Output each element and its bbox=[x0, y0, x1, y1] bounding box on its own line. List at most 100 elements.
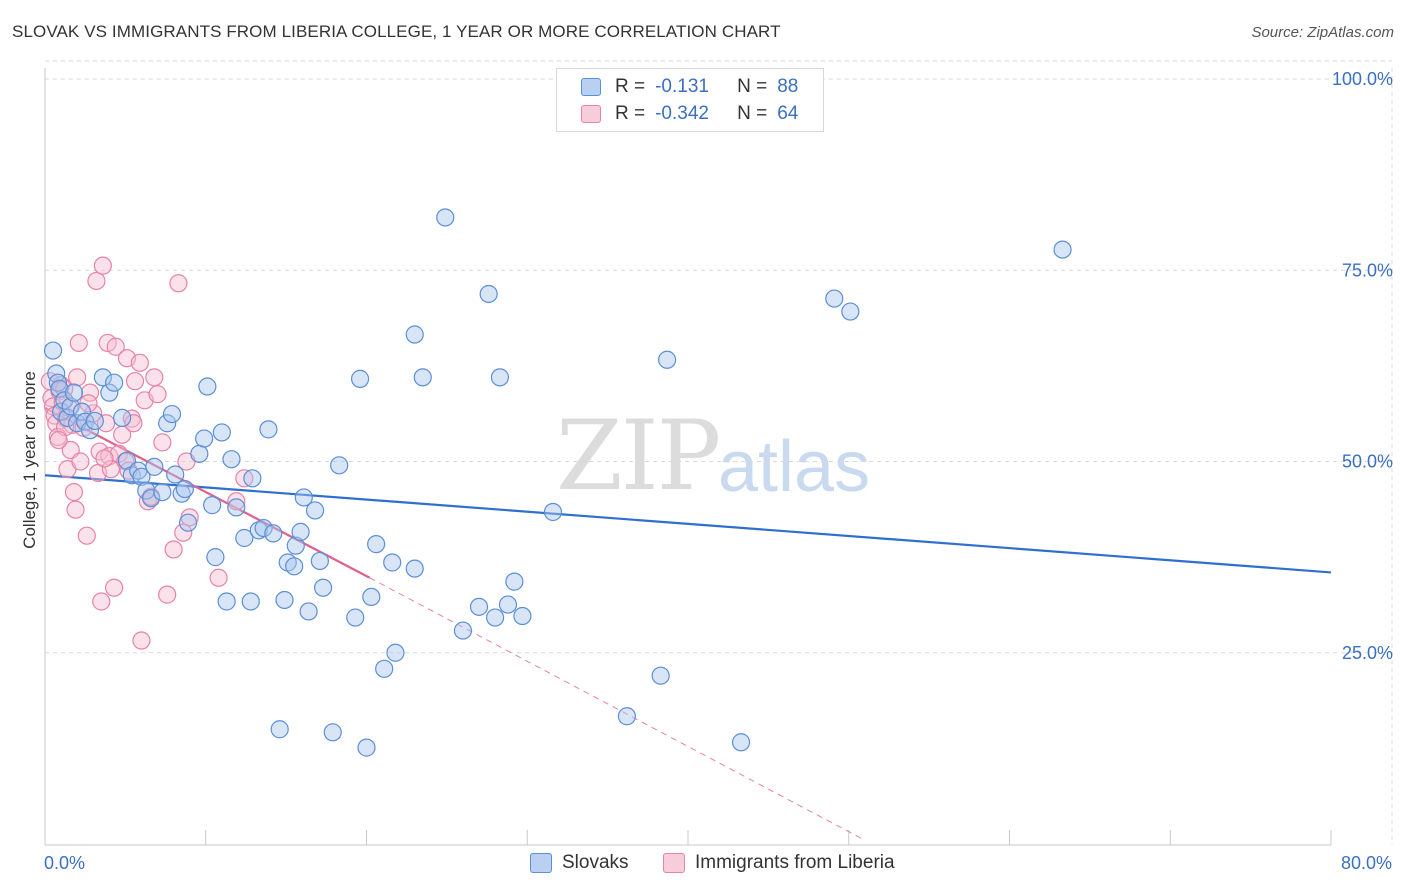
liberia-point bbox=[105, 578, 124, 597]
correlation-legend: R = -0.131 N = 88 R = -0.342 N = 64 bbox=[556, 68, 824, 132]
y-tick-label: 25.0% bbox=[1342, 643, 1393, 663]
slovaks-point bbox=[243, 469, 262, 488]
slovaks-point bbox=[375, 659, 394, 678]
slovaks-point bbox=[227, 498, 246, 517]
tick-label-layer: 25.0% 50.0% 75.0% 100.0% 0.0% 80.0% bbox=[44, 69, 1393, 873]
slovaks-point bbox=[153, 483, 172, 502]
slovaks-point bbox=[362, 587, 381, 607]
liberia-point bbox=[64, 483, 84, 502]
x-tick-label: 0.0% bbox=[44, 853, 85, 873]
liberia-point bbox=[124, 414, 143, 433]
slovaks-point bbox=[405, 325, 424, 344]
slovaks-point bbox=[113, 408, 132, 427]
slovaks-point bbox=[299, 602, 318, 621]
slovaks-point bbox=[367, 535, 386, 554]
liberia-point bbox=[145, 368, 164, 387]
slovaks-point bbox=[841, 302, 860, 321]
slovaks-point bbox=[162, 404, 182, 424]
watermark-zip: ZIP bbox=[556, 400, 721, 512]
slovaks-point bbox=[198, 377, 217, 396]
liberia-point bbox=[93, 256, 112, 275]
legend-swatch-pink bbox=[581, 105, 601, 123]
series-swatch-pink bbox=[663, 853, 685, 873]
liberia-point bbox=[49, 430, 68, 450]
series-legend-label: Slovaks bbox=[562, 852, 629, 873]
chart-title: SLOVAK VS IMMIGRANTS FROM LIBERIA COLLEG… bbox=[12, 22, 781, 41]
legend-n-label: N = bbox=[737, 76, 768, 97]
slovaks-point bbox=[254, 518, 273, 538]
slovaks-point bbox=[175, 479, 194, 499]
watermark-atlas: atlas bbox=[718, 427, 871, 507]
slovaks-point bbox=[241, 592, 260, 611]
liberia-point bbox=[153, 433, 172, 452]
slovaks-point bbox=[486, 608, 505, 627]
slovaks-point bbox=[270, 720, 289, 739]
slovaks-point bbox=[513, 606, 532, 626]
slovaks-point bbox=[658, 350, 677, 369]
liberia-point bbox=[96, 414, 116, 433]
x-tick-label: 80.0% bbox=[1341, 853, 1392, 873]
liberia-point bbox=[130, 353, 149, 372]
y-tick-label: 75.0% bbox=[1342, 260, 1393, 280]
slovaks-point bbox=[350, 369, 370, 388]
slovaks-point bbox=[313, 578, 333, 597]
liberia-point bbox=[132, 631, 151, 650]
slovaks-point bbox=[259, 420, 278, 439]
legend-n-label: N = bbox=[737, 103, 768, 124]
liberia-trend-line bbox=[44, 406, 371, 579]
slovaks-point bbox=[731, 733, 751, 752]
liberia-point bbox=[87, 271, 106, 291]
slovaks-point bbox=[286, 536, 305, 555]
slovaks-point bbox=[166, 465, 185, 484]
liberia-point bbox=[106, 337, 125, 356]
slovaks-point bbox=[1053, 240, 1072, 259]
source-label: Source: ZipAtlas.com bbox=[1251, 24, 1394, 41]
slovaks-point bbox=[64, 383, 84, 402]
liberia-trend-extension bbox=[369, 577, 866, 841]
slovaks-point bbox=[212, 423, 231, 442]
slovaks-point bbox=[195, 429, 214, 448]
slovaks-point bbox=[249, 521, 268, 540]
liberia-point bbox=[125, 372, 145, 391]
slovaks-point bbox=[206, 548, 225, 567]
liberia-point bbox=[164, 540, 183, 559]
slovaks-point bbox=[383, 553, 402, 572]
liberia-point bbox=[95, 449, 114, 468]
slovaks-point bbox=[825, 289, 844, 308]
slovaks-point bbox=[48, 373, 67, 392]
liberia-point bbox=[174, 523, 193, 542]
slovaks-point bbox=[651, 666, 670, 685]
slovaks-point bbox=[50, 379, 69, 398]
slovaks-point bbox=[145, 457, 164, 476]
axis-layer bbox=[44, 68, 1332, 846]
legend-row-slovaks: R = -0.131 N = 88 bbox=[581, 75, 798, 99]
legend-r-label: R = bbox=[615, 103, 646, 124]
series-swatch-blue bbox=[530, 853, 552, 873]
slovaks-point bbox=[47, 364, 66, 383]
series-legend-label: Immigrants from Liberia bbox=[695, 852, 895, 873]
slovaks-point bbox=[285, 557, 304, 576]
series-legend-liberia: Immigrants from Liberia bbox=[663, 852, 895, 874]
slovaks-point bbox=[386, 643, 405, 662]
liberia-point bbox=[92, 592, 111, 611]
slovaks-point bbox=[178, 513, 198, 532]
liberia-point bbox=[227, 492, 246, 511]
slovaks-point bbox=[203, 496, 222, 515]
slovaks-point bbox=[291, 522, 310, 541]
slovaks-point bbox=[105, 373, 124, 392]
liberia-point bbox=[209, 568, 228, 587]
liberia-point bbox=[158, 585, 177, 604]
legend-r-value: -0.131 bbox=[655, 76, 709, 97]
slovaks-point bbox=[190, 444, 209, 463]
legend-row-liberia: R = -0.342 N = 64 bbox=[581, 102, 798, 126]
liberia-point bbox=[77, 526, 96, 545]
slovaks-point bbox=[330, 456, 349, 475]
legend-n-value: 64 bbox=[777, 103, 799, 124]
slovaks-point bbox=[235, 528, 254, 548]
legend-r-label: R = bbox=[615, 76, 646, 97]
slovaks-point bbox=[323, 723, 342, 742]
slovaks-point bbox=[405, 559, 424, 578]
slovaks-point bbox=[264, 524, 283, 543]
slovaks-point bbox=[43, 341, 63, 360]
